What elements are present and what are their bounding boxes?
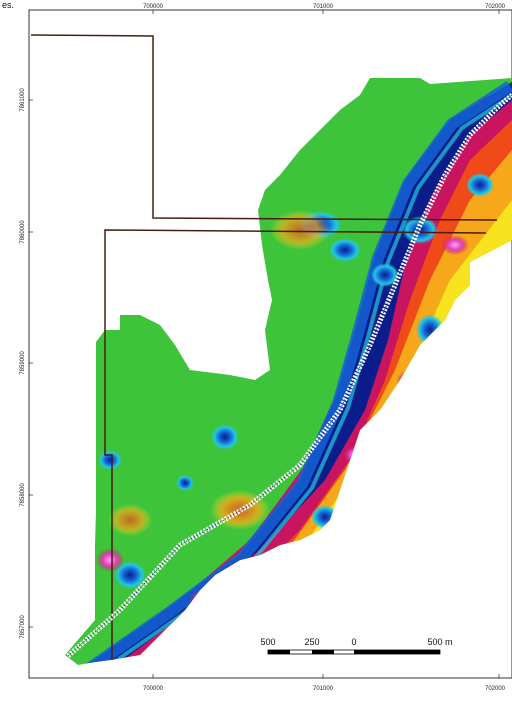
scale-label-0: 0 bbox=[351, 637, 356, 647]
scale-label-500: 500 bbox=[260, 637, 275, 647]
property-boundary bbox=[30, 34, 498, 660]
y-tick-4: 7858000 bbox=[20, 483, 26, 507]
y-tick-2: 7860000 bbox=[20, 220, 26, 244]
y-tick-5: 7857000 bbox=[20, 615, 26, 639]
scale-bar: 500 250 0 500 m bbox=[260, 637, 453, 655]
anomaly-surface bbox=[65, 78, 512, 665]
corner-text: es. bbox=[2, 0, 15, 10]
x-tick-top-3: 702000 bbox=[485, 4, 506, 10]
y-tick-1: 7861000 bbox=[20, 88, 26, 112]
traverse-line bbox=[66, 93, 512, 658]
x-tick-top-2: 701000 bbox=[313, 4, 334, 10]
x-tick-bottom-2: 701000 bbox=[313, 686, 334, 692]
scale-label-500m: 500 m bbox=[427, 637, 452, 647]
x-tick-bottom-1: 700000 bbox=[143, 686, 164, 692]
x-tick-top-1: 700000 bbox=[143, 4, 164, 10]
map-frame-border bbox=[28, 9, 512, 679]
frame-ticks bbox=[29, 10, 500, 678]
y-tick-3: 7859000 bbox=[20, 351, 26, 375]
scale-label-250: 250 bbox=[304, 637, 319, 647]
x-tick-bottom-3: 702000 bbox=[485, 686, 506, 692]
